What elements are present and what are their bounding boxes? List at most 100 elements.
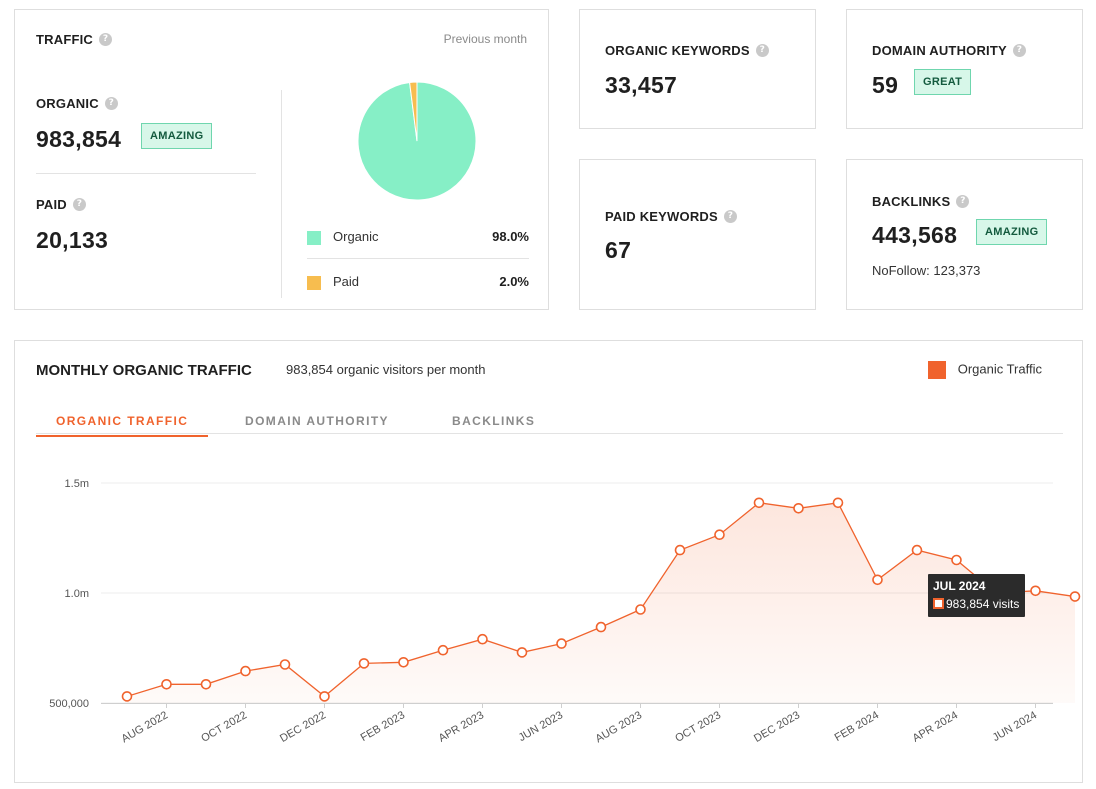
divider	[36, 173, 256, 174]
data-point[interactable]	[1069, 591, 1081, 602]
monthly-traffic-card: 500,000 1.0m 1.5m AUG 2022 OCT 2022 DEC 2022 F…	[14, 340, 1083, 783]
x-tick-label: DEC 2022	[278, 709, 328, 745]
tooltip-value: 983,854 visits	[946, 597, 1020, 611]
data-point[interactable]	[556, 638, 567, 649]
traffic-title: TRAFFIC?	[36, 31, 112, 49]
backlinks-label: BACKLINKS?	[872, 193, 970, 211]
organic-keywords-label: ORGANIC KEYWORDS?	[605, 42, 769, 60]
domain-authority-card: DOMAIN AUTHORITY? 59 GREAT	[846, 9, 1083, 129]
tooltip-swatch	[933, 598, 944, 609]
organic-keywords-value: 33,457	[605, 72, 678, 98]
data-point[interactable]	[872, 574, 883, 586]
data-point[interactable]	[832, 497, 844, 509]
x-tick-label: JUN 2024	[991, 709, 1039, 744]
x-tick-label: JUN 2023	[517, 709, 565, 744]
organic-badge: AMAZING	[141, 123, 213, 149]
data-point[interactable]	[1030, 585, 1041, 597]
x-tick-label: AUG 2022	[120, 709, 170, 745]
data-point[interactable]	[714, 529, 725, 540]
domain-authority-badge: GREAT	[914, 69, 972, 95]
x-tick-label: FEB 2024	[833, 709, 881, 744]
organic-label-text: ORGANIC	[36, 96, 99, 111]
backlinks-value: 443,568	[872, 222, 958, 248]
x-tick-label: OCT 2023	[673, 709, 723, 745]
data-point[interactable]	[161, 678, 172, 690]
legend-pct: 2.0%	[499, 274, 529, 289]
x-tick-label: AUG 2023	[594, 709, 644, 745]
paid-swatch	[307, 275, 321, 290]
data-point[interactable]	[437, 644, 449, 656]
tab-backlinks[interactable]: BACKLINKS	[452, 414, 536, 428]
domain-authority-label-text: DOMAIN AUTHORITY	[872, 43, 1007, 58]
y-tick-label: 1.0m	[65, 588, 89, 600]
paid-keywords-label: PAID KEYWORDS?	[605, 208, 737, 226]
data-point[interactable]	[793, 503, 804, 514]
backlinks-card: BACKLINKS? 443,568 AMAZING NoFollow: 123…	[846, 159, 1083, 310]
paid-keywords-value: 67	[605, 237, 632, 263]
legend-label: Organic	[333, 229, 379, 244]
chart-legend: Organic Traffic	[927, 361, 1042, 379]
data-point[interactable]	[240, 665, 251, 677]
organic-keywords-label-text: ORGANIC KEYWORDS	[605, 43, 750, 58]
legend-item-paid: Paid 2.0%	[307, 274, 529, 290]
traffic-title-text: TRAFFIC	[36, 32, 93, 47]
y-tick-label: 1.5m	[65, 478, 89, 490]
y-tick-label: 500,000	[49, 698, 89, 710]
data-point[interactable]	[358, 658, 370, 669]
data-point[interactable]	[398, 656, 409, 668]
organic-traffic-chart: 500,000 1.0m 1.5m AUG 2022 OCT 2022 DEC 2022 F…	[49, 478, 1081, 745]
data-point[interactable]	[516, 647, 528, 658]
help-icon[interactable]: ?	[723, 210, 737, 224]
data-point[interactable]	[635, 604, 646, 615]
data-point[interactable]	[674, 544, 686, 556]
data-point[interactable]	[121, 691, 133, 702]
help-icon[interactable]: ?	[956, 195, 970, 209]
legend-label: Paid	[333, 274, 360, 289]
help-icon[interactable]: ?	[755, 44, 769, 58]
backlinks-label-text: BACKLINKS	[872, 194, 951, 209]
legend-swatch	[927, 361, 946, 379]
backlinks-badge: AMAZING	[976, 219, 1048, 245]
data-point[interactable]	[477, 633, 488, 645]
nofollow-count: NoFollow: 123,373	[872, 263, 981, 278]
paid-keywords-label-text: PAID KEYWORDS	[605, 209, 718, 224]
legend-pct: 98.0%	[492, 229, 529, 244]
data-point[interactable]	[911, 544, 923, 556]
domain-authority-value: 59	[872, 72, 899, 98]
x-tick-label: APR 2024	[911, 709, 960, 744]
tab-domain-authority[interactable]: DOMAIN AUTHORITY	[245, 414, 389, 428]
paid-value: 20,133	[36, 227, 109, 253]
monthly-subtitle: 983,854 organic visitors per month	[286, 362, 486, 377]
organic-keywords-card: ORGANIC KEYWORDS? 33,457	[579, 9, 816, 129]
tooltip-value-row: 983,854 visits	[933, 597, 1019, 611]
tooltip-month: JUL 2024	[933, 579, 986, 593]
period-label: Previous month	[443, 32, 527, 46]
help-icon[interactable]: ?	[72, 198, 86, 212]
traffic-pie-chart	[358, 82, 476, 200]
traffic-card: TRAFFIC? Previous month ORGANIC? 983,854…	[14, 9, 549, 310]
help-icon[interactable]: ?	[1012, 44, 1026, 58]
divider	[307, 258, 529, 259]
help-icon[interactable]: ?	[99, 33, 112, 47]
data-point[interactable]	[595, 621, 607, 633]
organic-label: ORGANIC?	[36, 95, 118, 113]
data-point[interactable]	[951, 554, 962, 566]
legend-item-organic: Organic 98.0%	[307, 229, 529, 245]
domain-authority-label: DOMAIN AUTHORITY?	[872, 42, 1026, 60]
monthly-title: MONTHLY ORGANIC TRAFFIC	[36, 362, 252, 379]
data-point[interactable]	[319, 691, 330, 702]
vertical-divider	[281, 90, 282, 298]
data-point[interactable]	[753, 497, 765, 509]
chart-tooltip: JUL 2024 983,854 visits	[928, 574, 1026, 617]
chart-tabs: ORGANIC TRAFFIC DOMAIN AUTHORITY BACKLIN…	[36, 414, 1063, 437]
help-icon[interactable]: ?	[104, 97, 118, 111]
paid-keywords-card: PAID KEYWORDS? 67	[579, 159, 816, 310]
pie-slice-paid[interactable]	[409, 82, 418, 142]
tab-organic-traffic[interactable]: ORGANIC TRAFFIC	[36, 414, 209, 437]
x-tick-label: DEC 2023	[752, 709, 802, 745]
x-tick-label: FEB 2023	[359, 709, 407, 744]
paid-label: PAID?	[36, 196, 86, 214]
area-fill	[127, 502, 1075, 703]
data-point[interactable]	[200, 678, 212, 690]
data-point[interactable]	[279, 659, 291, 670]
